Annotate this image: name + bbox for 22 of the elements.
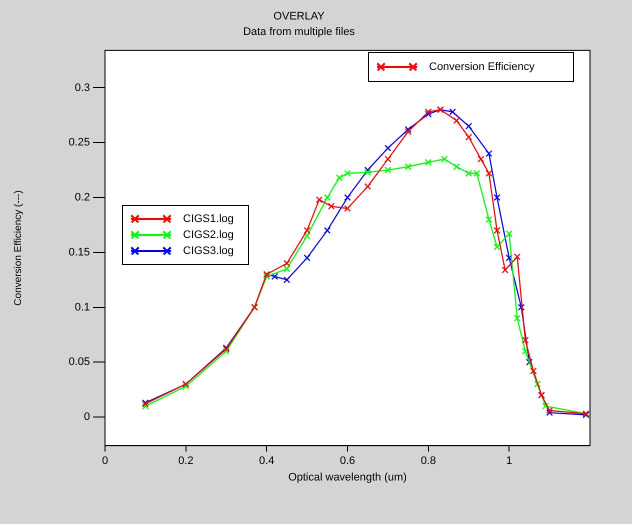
y-tick-label: 0.3 <box>74 82 90 94</box>
y-tick-label: 0.15 <box>68 246 90 258</box>
legend-label: CIGS3.log <box>183 245 234 258</box>
x-tick-label: 1 <box>506 455 512 468</box>
legend-label: CIGS2.log <box>183 229 234 242</box>
x-tick-label: 0 <box>102 455 108 468</box>
y-tick-label: 0 <box>84 411 90 424</box>
x-tick-label: 0.8 <box>420 455 436 468</box>
x-tick-label: 0.4 <box>259 455 274 468</box>
chart-subtitle: Data from multiple files <box>243 26 356 38</box>
chart-title: OVERLAY <box>273 10 326 23</box>
x-tick-label: 0.2 <box>178 455 194 468</box>
y-axis-title: Conversion Efficiency (---) <box>12 190 24 306</box>
y-tick-label: 0.25 <box>68 136 90 149</box>
y-tick-label: 0.2 <box>74 192 90 204</box>
x-axis-title: Optical wavelength (um) <box>288 471 407 484</box>
y-tick-label: 0.1 <box>74 301 90 314</box>
legend-label: CIGS1.log <box>183 213 234 226</box>
label-box: Conversion Efficiency <box>368 52 574 82</box>
y-tick-label: 0.05 <box>68 356 90 368</box>
x-tick-label: 0.6 <box>340 455 356 468</box>
annotation: Conversion Efficiency <box>429 61 535 74</box>
